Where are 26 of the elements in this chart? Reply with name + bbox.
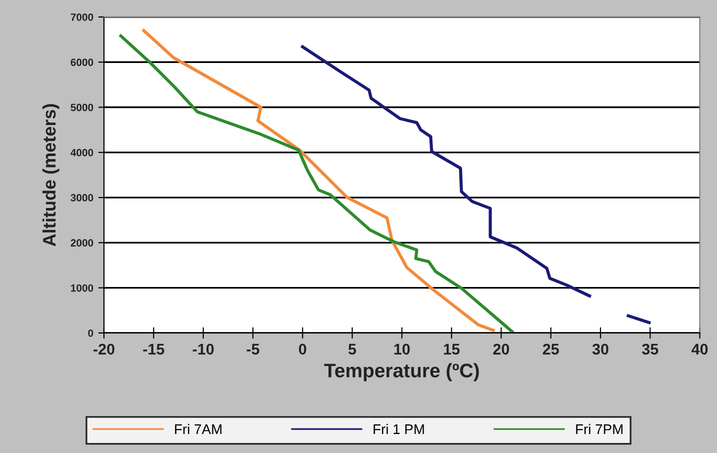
y-tick-label: 2000 [70,239,94,247]
y-tick-label: 5000 [70,104,94,112]
x-axis-title: Temperature (ºC) [324,363,479,382]
x-tick-label: 30 [592,344,608,355]
x-tick-label: -10 [192,344,214,355]
x-tick-label: -5 [246,344,260,355]
x-tick-label: 5 [348,344,356,355]
y-tick-label: 0 [88,329,94,337]
y-tick-label: 4000 [70,148,94,156]
x-tick-label: 35 [642,344,658,355]
x-tick-label: 40 [692,344,708,355]
legend-label: Fri 7PM [576,424,622,434]
x-tick-label: 0 [298,344,306,355]
x-tick-label: -20 [94,344,114,355]
x-tick-label: 20 [493,344,510,355]
x-tick-label: 15 [444,344,460,355]
x-tick-label: 25 [542,344,559,355]
legend-label: Fri 1 PM [374,424,424,434]
x-tick-label: 10 [394,344,410,355]
y-tick-label: 1000 [71,284,94,292]
y-tick-label: 3000 [70,194,94,202]
y-tick-label: 6000 [70,58,94,66]
y-axis-title: Altitude (meters) [42,104,60,246]
legend-label: Fri 7AM [175,424,222,434]
x-tick-label: -15 [143,344,164,355]
y-tick-label: 7000 [70,13,94,21]
